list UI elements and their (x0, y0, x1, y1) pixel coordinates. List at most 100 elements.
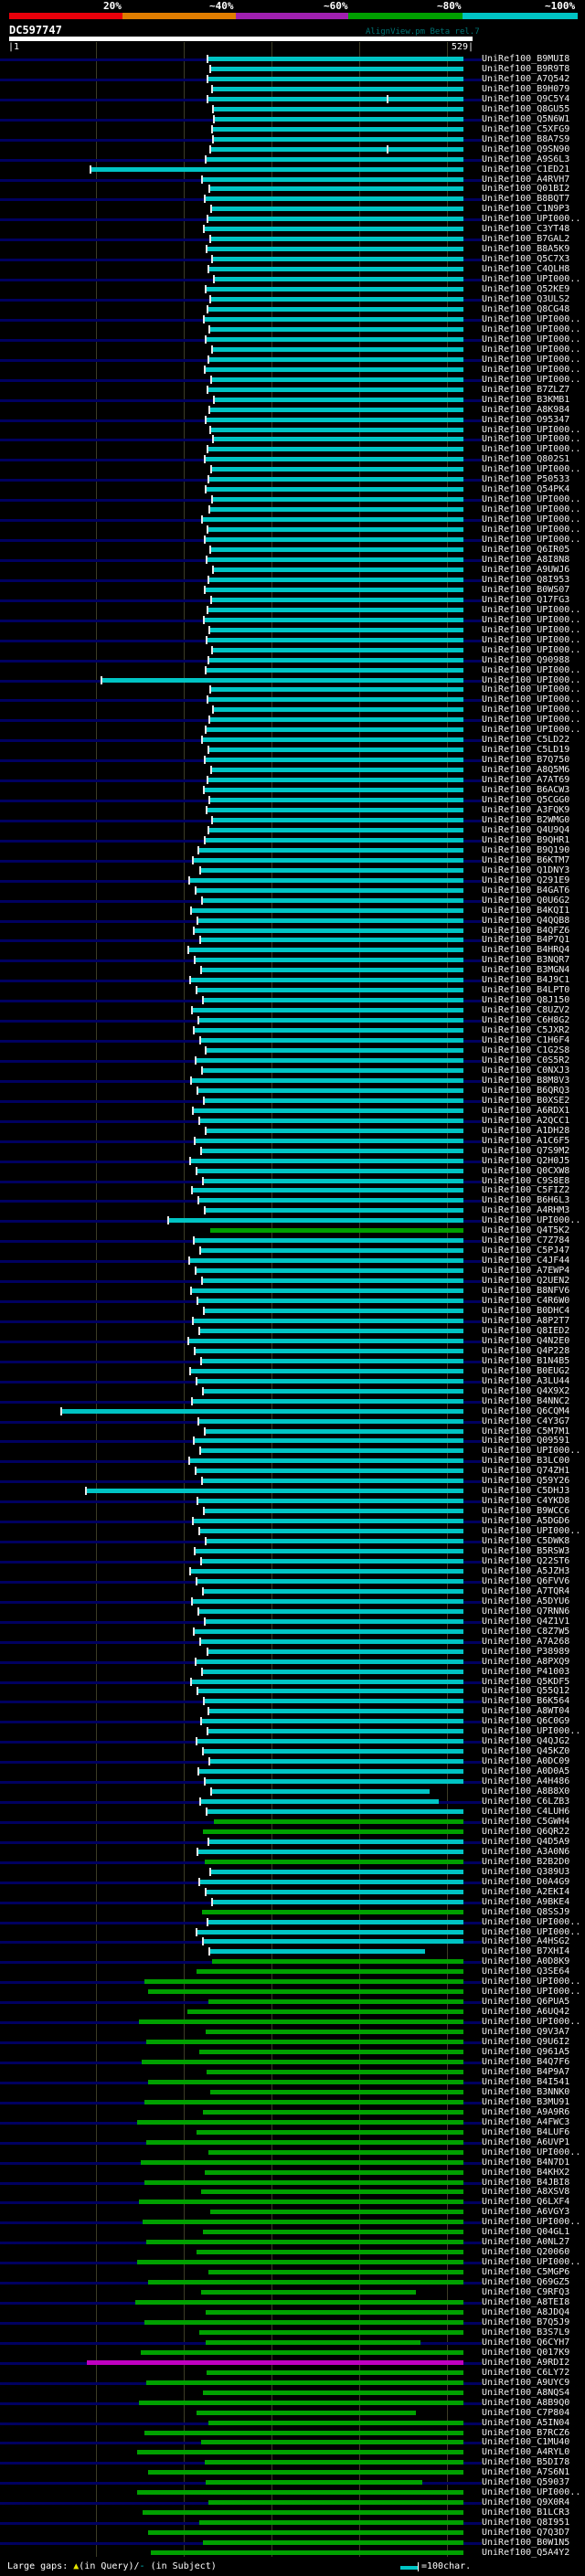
alignment-bar[interactable] (197, 1930, 463, 1935)
alignment-bar[interactable] (210, 717, 463, 722)
alignment-bar[interactable] (204, 1749, 463, 1754)
alignment-bar[interactable] (144, 1979, 463, 1984)
subject-label[interactable]: UniRef100_B2B2D0 (482, 1857, 570, 1867)
alignment-bar[interactable] (146, 2380, 463, 2385)
alignment-bar[interactable] (191, 1159, 463, 1163)
alignment-bar[interactable] (210, 408, 463, 412)
alignment-bar[interactable] (212, 768, 463, 772)
alignment-bar[interactable] (211, 1870, 463, 1874)
alignment-bar[interactable] (210, 1228, 463, 1233)
alignment-bar[interactable] (198, 1499, 463, 1503)
alignment-bar[interactable] (209, 828, 463, 832)
subject-label[interactable]: UniRef100_B1N4B5 (482, 1356, 570, 1366)
alignment-bar[interactable] (151, 2550, 463, 2555)
alignment-bar[interactable] (211, 428, 463, 432)
alignment-bar[interactable] (139, 2019, 463, 2024)
subject-label[interactable]: UniRef100_Q389U3 (482, 1867, 570, 1877)
subject-label[interactable]: UniRef100_B1LCR3 (482, 2507, 570, 2518)
alignment-bar[interactable] (190, 1258, 463, 1263)
alignment-bar[interactable] (206, 367, 463, 372)
alignment-bar[interactable] (198, 1850, 463, 1854)
subject-label[interactable]: UniRef100_B4Q7F6 (482, 2057, 570, 2067)
alignment-bar[interactable] (197, 1468, 463, 1473)
alignment-bar[interactable] (87, 1489, 463, 1493)
subject-label[interactable]: UniRef100_B7Q750 (482, 755, 570, 765)
alignment-bar[interactable] (197, 2411, 416, 2415)
alignment-bar[interactable] (207, 557, 463, 562)
alignment-bar[interactable] (205, 2170, 463, 2175)
subject-label[interactable]: UniRef100_C4YKD8 (482, 1496, 570, 1506)
alignment-bar[interactable] (207, 337, 463, 342)
alignment-bar[interactable] (196, 1549, 463, 1553)
subject-label[interactable]: UniRef100_C9RFQ3 (482, 2287, 570, 2297)
subject-label[interactable]: UniRef100_B3LC00 (482, 1456, 570, 1466)
alignment-bar[interactable] (197, 2130, 463, 2135)
alignment-bar[interactable] (202, 1719, 463, 1723)
alignment-bar[interactable] (144, 2180, 463, 2185)
subject-label[interactable]: UniRef100_B3MGN4 (482, 965, 570, 975)
alignment-bar[interactable] (208, 2500, 463, 2505)
subject-label[interactable]: UniRef100_B9WCC6 (482, 1506, 570, 1516)
alignment-bar[interactable] (210, 1759, 463, 1764)
subject-label[interactable]: UniRef100_B6KTM7 (482, 855, 570, 865)
alignment-bar[interactable] (201, 1639, 463, 1644)
subject-label[interactable]: UniRef100_Q20060 (482, 2247, 570, 2257)
subject-label[interactable]: UniRef100_A8JDQ4 (482, 2307, 570, 2317)
subject-label[interactable]: UniRef100_UPI000.. (482, 2487, 581, 2497)
subject-label[interactable]: UniRef100_Q8GU55 (482, 104, 570, 114)
alignment-bar[interactable] (203, 898, 463, 903)
alignment-bar[interactable] (210, 186, 463, 191)
subject-label[interactable]: UniRef100_UPI000.. (482, 1977, 581, 1987)
alignment-bar[interactable] (204, 998, 463, 1002)
alignment-bar[interactable] (169, 1218, 463, 1223)
alignment-bar[interactable] (199, 2050, 463, 2054)
subject-label[interactable]: UniRef100_Q8CG48 (482, 304, 570, 314)
subject-label[interactable]: UniRef100_Q55Q12 (482, 1686, 570, 1696)
subject-label[interactable]: UniRef100_C1ED21 (482, 164, 570, 175)
alignment-bar[interactable] (142, 2060, 463, 2064)
subject-label[interactable]: UniRef100_C3YT48 (482, 224, 570, 234)
subject-label[interactable]: UniRef100_B6QRQ3 (482, 1086, 570, 1096)
alignment-bar[interactable] (206, 2340, 420, 2345)
alignment-bar[interactable] (207, 487, 463, 492)
subject-label[interactable]: UniRef100_Q1DNY3 (482, 865, 570, 875)
alignment-bar[interactable] (203, 1479, 463, 1483)
subject-label[interactable]: UniRef100_A3A0N6 (482, 1847, 570, 1857)
alignment-bar[interactable] (206, 537, 463, 542)
alignment-bar[interactable] (208, 77, 463, 81)
subject-label[interactable]: UniRef100_B5RSW3 (482, 1546, 570, 1556)
subject-label[interactable]: UniRef100_Q52KE9 (482, 284, 570, 294)
alignment-bar[interactable] (206, 1429, 463, 1434)
subject-label[interactable]: UniRef100_Q4Z1V1 (482, 1617, 570, 1627)
subject-label[interactable]: UniRef100_A7EWP4 (482, 1266, 570, 1276)
alignment-bar[interactable] (137, 2490, 463, 2495)
subject-label[interactable]: UniRef100_A8XSV8 (482, 2187, 570, 2197)
subject-label[interactable]: UniRef100_Q9U6I2 (482, 2037, 570, 2047)
subject-label[interactable]: UniRef100_Q4X9X2 (482, 1386, 570, 1396)
alignment-bar[interactable] (191, 1369, 463, 1373)
alignment-bar[interactable] (200, 1118, 463, 1123)
alignment-bar[interactable] (148, 2470, 463, 2475)
alignment-bar[interactable] (207, 2070, 463, 2074)
subject-label[interactable]: UniRef100_Q5C7X3 (482, 254, 570, 264)
subject-label[interactable]: UniRef100_B6H6L3 (482, 1195, 570, 1205)
alignment-bar[interactable] (214, 107, 463, 111)
subject-label[interactable]: UniRef100_Q6FVV6 (482, 1576, 570, 1586)
subject-label[interactable]: UniRef100_Q6PUA5 (482, 1997, 570, 2007)
alignment-bar[interactable] (199, 2330, 463, 2335)
subject-label[interactable]: UniRef100_B6ACW3 (482, 785, 570, 795)
subject-label[interactable]: UniRef100_Q2UEN2 (482, 1276, 570, 1286)
alignment-bar[interactable] (197, 1268, 463, 1273)
subject-label[interactable]: UniRef100_Q6C0G9 (482, 1716, 570, 1726)
alignment-bar[interactable] (207, 247, 463, 251)
alignment-bar[interactable] (200, 1329, 463, 1333)
subject-label[interactable]: UniRef100_B0DHC4 (482, 1306, 570, 1316)
alignment-bar[interactable] (212, 377, 463, 382)
subject-label[interactable]: UniRef100_UPI000.. (482, 2017, 581, 2027)
subject-label[interactable]: UniRef100_B7RCZ6 (482, 2428, 570, 2438)
subject-label[interactable]: UniRef100_B7GAL2 (482, 234, 570, 244)
alignment-bar[interactable] (208, 2421, 463, 2425)
alignment-bar[interactable] (87, 2360, 463, 2365)
subject-label[interactable]: UniRef100_Q8IED2 (482, 1326, 570, 1336)
alignment-bar[interactable] (213, 497, 463, 502)
